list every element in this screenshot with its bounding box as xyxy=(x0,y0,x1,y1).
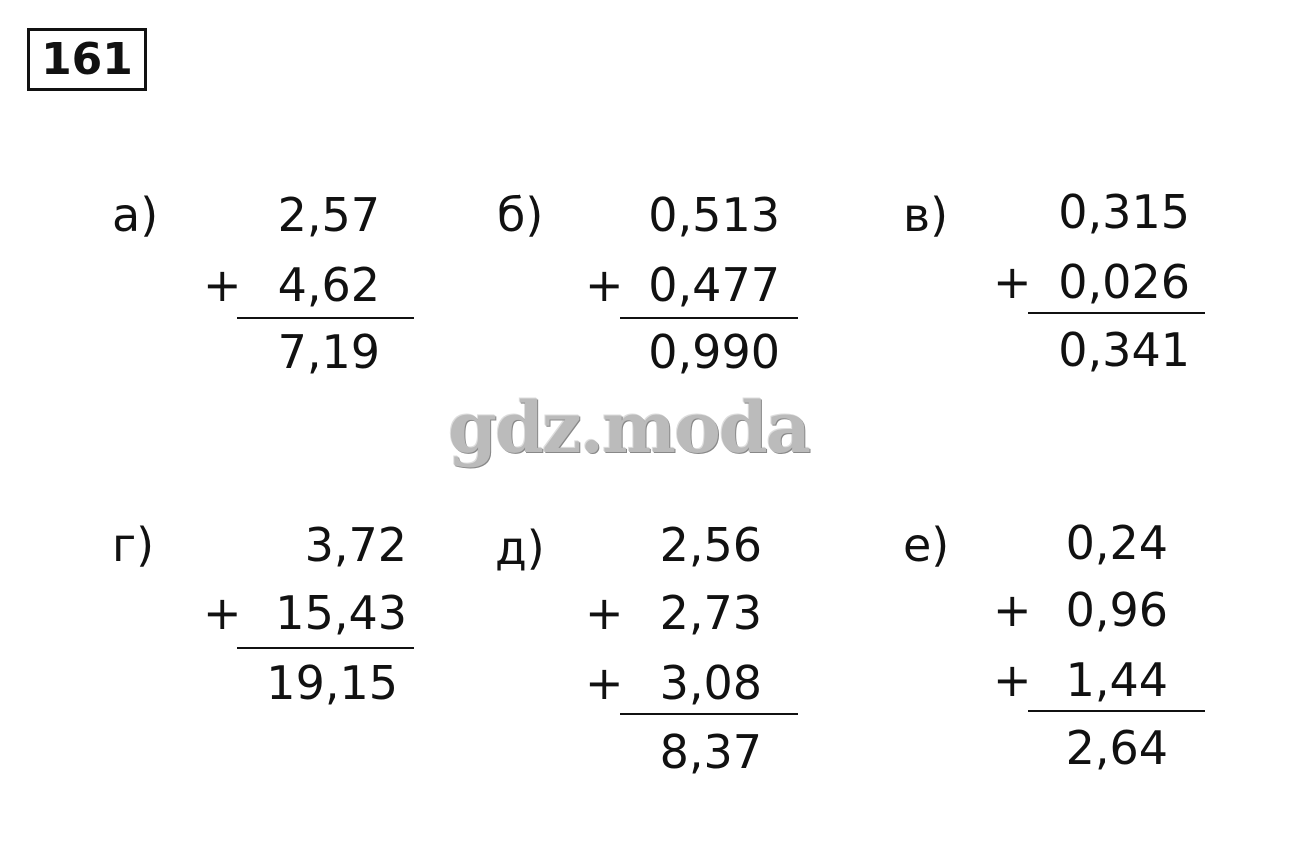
operand: 3,08 xyxy=(659,656,762,710)
sum-line xyxy=(237,647,414,649)
plus-sign: + xyxy=(585,258,624,312)
result: 2,64 xyxy=(1065,721,1168,775)
sum-line xyxy=(1028,710,1205,712)
sum-line xyxy=(620,713,798,715)
result: 8,37 xyxy=(659,725,762,779)
watermark: gdz.moda xyxy=(448,386,811,469)
operand: 2,56 xyxy=(659,518,762,572)
operand: 0,315 xyxy=(1058,185,1190,239)
operand: 15,43 xyxy=(275,586,407,640)
problem-label: а) xyxy=(112,188,159,242)
problem-label: д) xyxy=(495,521,545,575)
task-number: 161 xyxy=(27,28,147,91)
operand: 0,96 xyxy=(1065,583,1168,637)
operand: 1,44 xyxy=(1065,653,1168,707)
sum-line xyxy=(620,317,798,319)
problem-label: в) xyxy=(903,188,949,242)
operand: 2,73 xyxy=(659,586,762,640)
sum-line xyxy=(237,317,414,319)
operand: 0,513 xyxy=(648,188,780,242)
operand: 0,026 xyxy=(1058,255,1190,309)
operand: 0,24 xyxy=(1065,516,1168,570)
plus-sign: + xyxy=(585,586,624,640)
problem-label: е) xyxy=(903,518,950,572)
result: 0,341 xyxy=(1058,323,1190,377)
plus-sign: + xyxy=(993,653,1032,707)
plus-sign: + xyxy=(585,656,624,710)
operand: 4,62 xyxy=(277,258,380,312)
result: 19,15 xyxy=(266,656,398,710)
plus-sign: + xyxy=(993,583,1032,637)
plus-sign: + xyxy=(203,258,242,312)
plus-sign: + xyxy=(203,586,242,640)
sum-line xyxy=(1028,312,1205,314)
operand: 2,57 xyxy=(277,188,380,242)
operand: 3,72 xyxy=(304,518,407,572)
problem-label: г) xyxy=(112,518,155,572)
operand: 0,477 xyxy=(648,258,780,312)
problem-label: б) xyxy=(497,188,544,242)
result: 0,990 xyxy=(648,325,780,379)
plus-sign: + xyxy=(993,255,1032,309)
result: 7,19 xyxy=(277,325,380,379)
